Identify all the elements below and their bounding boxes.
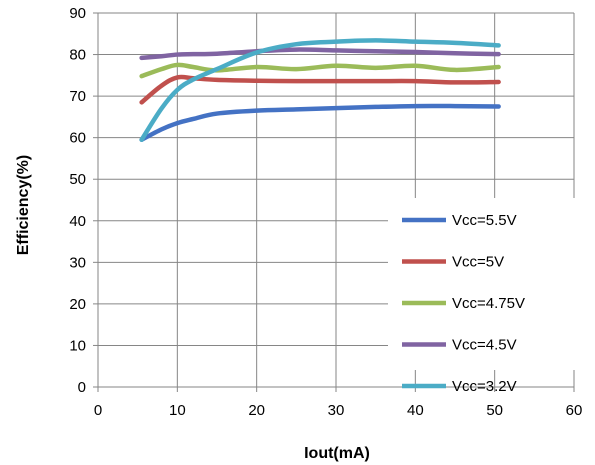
legend-label-2: Vcc=4.75V [452,295,525,312]
y-tick-label: 20 [69,296,86,313]
y-tick-label: 10 [69,337,86,354]
legend-box [388,198,576,370]
y-tick-label: 30 [69,254,86,271]
x-tick-label: 10 [169,402,186,419]
x-tick-label: 20 [248,402,265,419]
x-axis-title: Iout(mA) [304,445,370,462]
series-line-3 [139,47,501,61]
legend-label-4: Vcc=3.2V [452,378,517,395]
series-lines [139,38,501,142]
x-tick-label: 60 [566,402,583,419]
legend-label-3: Vcc=4.5V [452,337,517,354]
legend: Vcc=5.5V Vcc=5V Vcc=4.75V Vcc=4.5V Vcc=3.2V [388,198,576,395]
legend-label-1: Vcc=5V [452,254,504,271]
x-tick-label: 40 [407,402,424,419]
y-axis-title: Efficiency(%) [15,155,32,255]
y-tick-label: 40 [69,213,86,230]
y-tick-label: 0 [78,379,86,396]
x-tick-label: 50 [486,402,503,419]
series-line-0 [139,103,501,142]
x-tick-label: 0 [94,402,102,419]
y-tick-label: 70 [69,88,86,105]
y-tick-label: 50 [69,171,86,188]
x-tick-label: 30 [328,402,345,419]
series-line-4 [139,38,501,142]
y-tick-label: 80 [69,47,86,64]
series-line-1 [139,74,501,105]
series-line-2 [139,62,501,79]
axes: 0 10 20 30 40 50 60 70 80 90 0 10 20 30 40 50 60 [69,5,582,419]
legend-label-0: Vcc=5.5V [452,212,517,229]
y-tick-label: 60 [69,130,86,147]
y-tick-label: 90 [69,5,86,22]
